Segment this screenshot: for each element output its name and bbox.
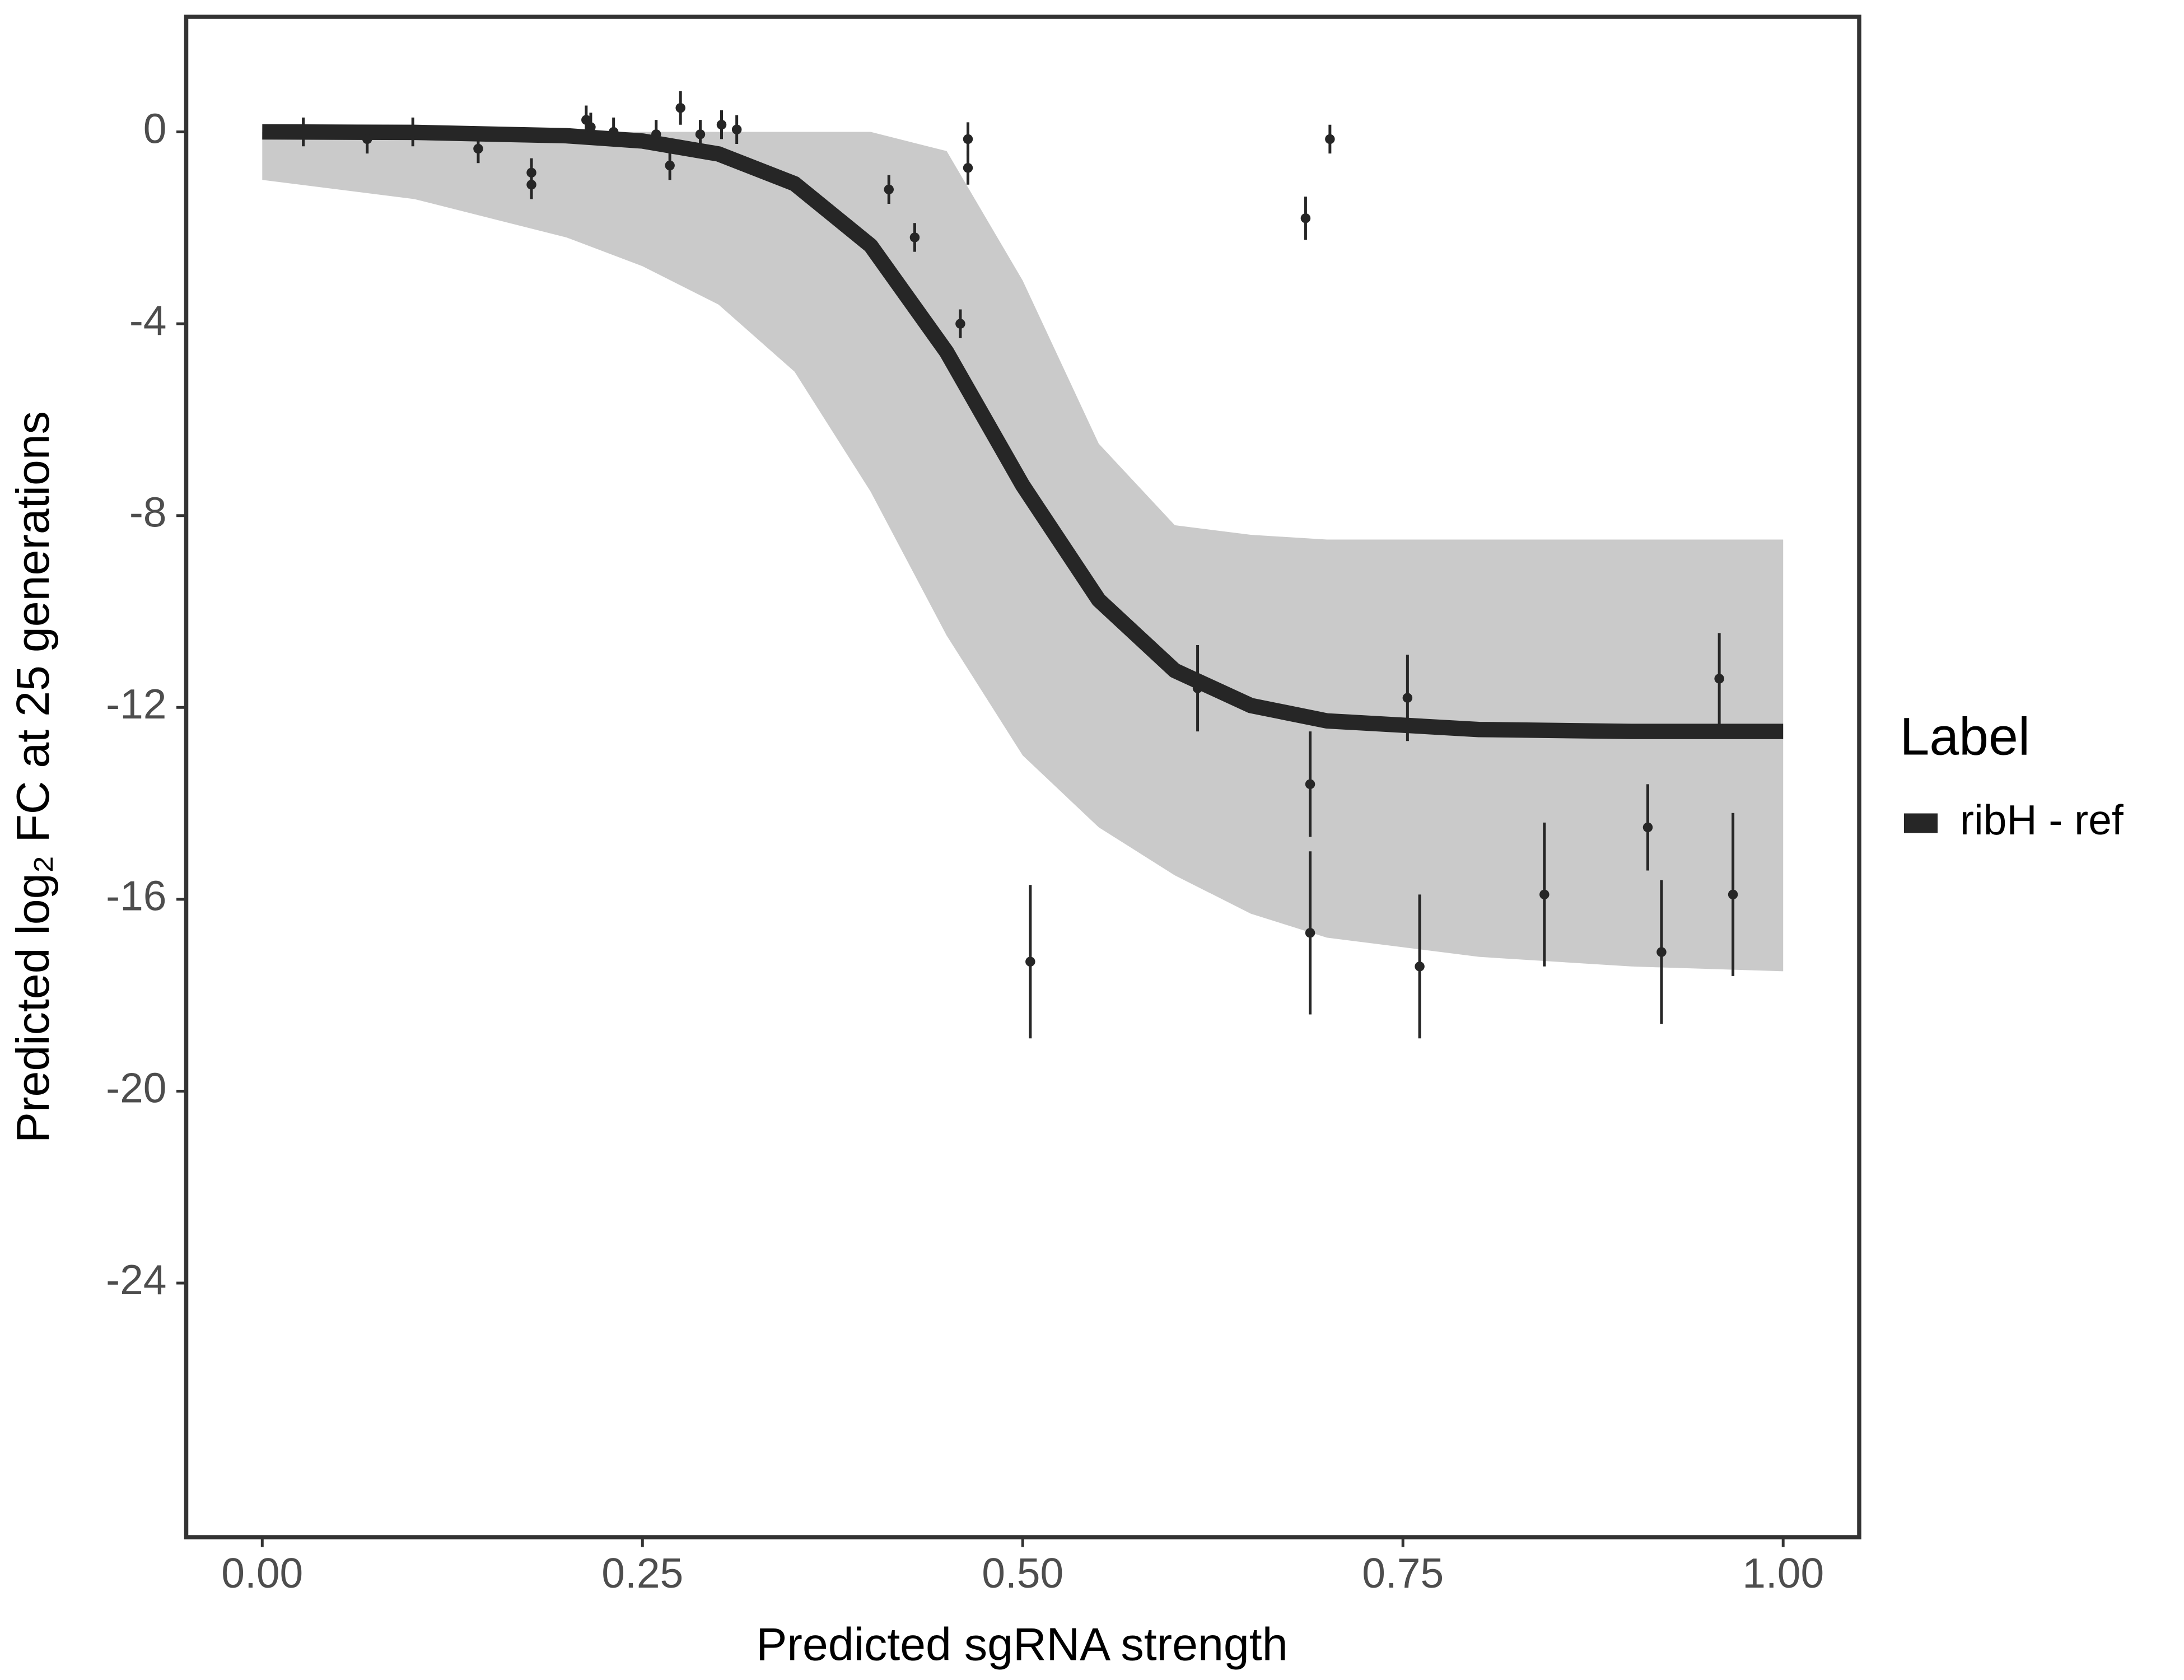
point: [675, 102, 685, 113]
point: [473, 143, 483, 154]
point: [408, 127, 418, 137]
point: [1642, 822, 1653, 833]
point: [884, 184, 894, 195]
x-tick-label: 0.75: [1362, 1550, 1444, 1597]
posterior-band: [262, 132, 1784, 972]
point: [716, 119, 727, 130]
point: [695, 129, 706, 139]
y-tick-label: -16: [106, 872, 166, 920]
legend-key: [1904, 813, 1938, 833]
point: [1305, 779, 1315, 790]
x-tick-label: 0.50: [982, 1550, 1063, 1597]
point: [1192, 683, 1203, 693]
point: [1656, 947, 1667, 957]
point: [1402, 693, 1413, 703]
point: [1325, 134, 1335, 144]
point: [608, 127, 619, 137]
point: [955, 319, 965, 329]
point: [909, 232, 920, 242]
point: [1300, 213, 1311, 223]
point: [1305, 928, 1315, 938]
legend-label: ribH - ref: [1960, 796, 2124, 843]
point: [1539, 889, 1550, 900]
point: [731, 124, 742, 135]
x-tick-label: 0.00: [221, 1550, 303, 1597]
point: [1025, 956, 1035, 967]
point: [586, 122, 596, 132]
x-tick-label: 0.25: [601, 1550, 683, 1597]
y-tick-label: -8: [129, 489, 167, 536]
point: [526, 180, 536, 190]
point: [665, 160, 675, 171]
y-tick-label: -12: [106, 680, 166, 727]
x-tick-label: 1.00: [1742, 1550, 1824, 1597]
point: [1415, 962, 1425, 972]
legend-title: Label: [1900, 707, 2030, 767]
point: [298, 127, 309, 137]
point: [1728, 889, 1738, 900]
y-axis-title: Predicted log₂ FC at 25 generations: [7, 411, 59, 1143]
point: [963, 163, 973, 173]
y-tick-label: -20: [106, 1064, 166, 1111]
y-tick-label: -4: [129, 297, 167, 344]
point: [963, 134, 973, 144]
plot-frame: [184, 15, 1861, 1539]
y-tick-label: 0: [143, 105, 167, 152]
point: [1714, 674, 1724, 684]
point: [651, 129, 661, 139]
point: [362, 134, 372, 144]
x-axis-title: Predicted sgRNA strength: [756, 1618, 1287, 1670]
fit-line: [262, 124, 1784, 739]
y-tick-label: -24: [106, 1256, 166, 1303]
point: [581, 115, 591, 125]
